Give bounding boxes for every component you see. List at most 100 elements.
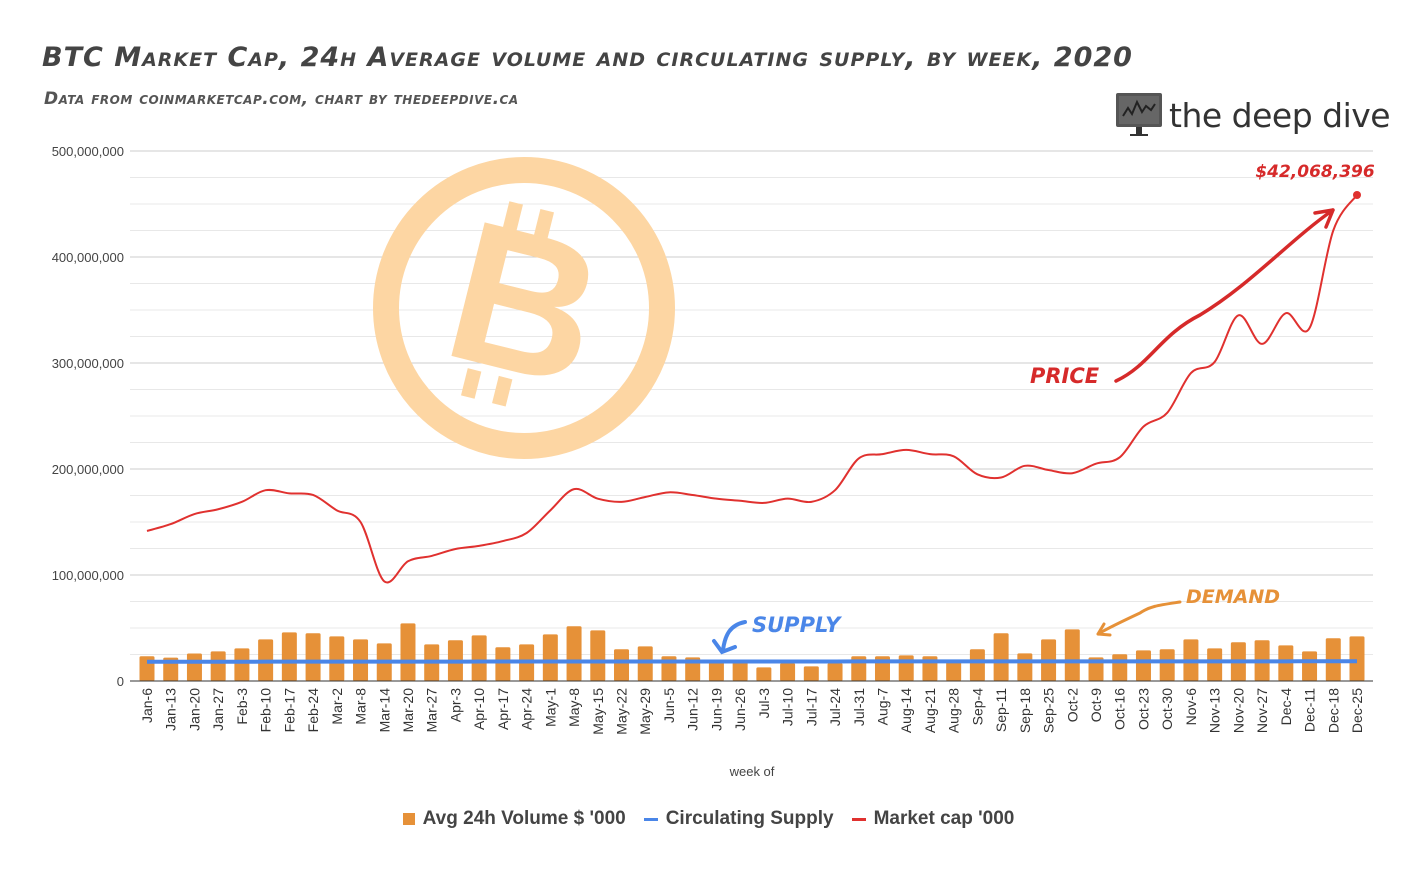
y-axis: 0 100,000,000 200,000,000 300,000,000 400,00…: [52, 144, 124, 689]
legend-item-market-cap[interactable]: Market cap '000: [851, 808, 1015, 830]
legend-label-volume: Avg 24h Volume $ '000: [422, 808, 626, 829]
volume-bar-Nov-13[interactable]: [1207, 648, 1223, 681]
volume-bar-Apr-10[interactable]: [471, 635, 487, 681]
x-tick-label: May-29: [637, 688, 653, 735]
x-tick-label: Jun-19: [708, 688, 724, 731]
brand-logo: the deep dive: [1115, 92, 1391, 138]
market-cap-last-point: [1353, 190, 1361, 199]
volume-bar-Jul-24[interactable]: [827, 663, 843, 681]
x-tick-label: Feb-10: [258, 688, 274, 733]
volume-bar-Jul-3[interactable]: [756, 667, 772, 681]
last-value-annotation: $42,068,396: [1255, 162, 1375, 182]
volume-bar-Jun-26[interactable]: [732, 660, 748, 681]
volume-bar-May-22[interactable]: [614, 649, 630, 681]
y-tick-label: 400,000,000: [52, 250, 124, 265]
x-tick-label: May-1: [542, 688, 558, 727]
volume-bar-Dec-25[interactable]: [1349, 636, 1365, 681]
x-tick-label: Nov-13: [1207, 688, 1223, 733]
x-tick-label: Mar-27: [424, 688, 440, 733]
x-tick-label: Jul-31: [851, 688, 867, 726]
x-tick-label: Aug-21: [922, 688, 938, 733]
x-tick-label: Jan-13: [163, 688, 179, 731]
volume-bar-Mar-2[interactable]: [329, 636, 345, 681]
volume-bar-May-8[interactable]: [566, 626, 582, 681]
x-tick-label: May-8: [566, 688, 582, 727]
x-tick-label: Sep-4: [969, 688, 985, 726]
x-tick-label: Oct-2: [1064, 688, 1080, 722]
volume-bar-Sep-18[interactable]: [1017, 653, 1033, 681]
x-tick-label: Apr-3: [447, 688, 463, 722]
supply-annotation: SUPPLY: [752, 613, 842, 637]
x-axis-title: week of: [729, 764, 775, 779]
volume-bar-May-29[interactable]: [637, 646, 653, 681]
x-tick-label: Mar-2: [329, 688, 345, 725]
y-tick-label: 500,000,000: [52, 144, 124, 159]
volume-bar-Sep-4[interactable]: [969, 649, 985, 681]
legend-item-supply[interactable]: Circulating Supply: [643, 808, 834, 830]
x-tick-label: Oct-9: [1088, 688, 1104, 722]
x-tick-label: Jun-26: [732, 688, 748, 731]
volume-bar-Feb-24[interactable]: [305, 633, 321, 681]
x-tick-label: May-15: [590, 688, 606, 735]
y-tick-label: 0: [117, 674, 124, 689]
x-tick-label: Nov-20: [1230, 688, 1246, 733]
volume-bar-May-15[interactable]: [590, 630, 606, 681]
legend-label-market-cap: Market cap '000: [873, 808, 1015, 829]
volume-bar-Sep-11[interactable]: [993, 633, 1009, 681]
price-annotation: PRICE: [1030, 364, 1100, 388]
volume-bar-Jul-10[interactable]: [780, 663, 796, 681]
volume-bar-Apr-17[interactable]: [495, 647, 511, 681]
x-tick-label: Jul-17: [803, 688, 819, 726]
x-tick-label: Jul-24: [827, 688, 843, 726]
x-tick-label: Apr-24: [519, 688, 535, 730]
volume-bar-May-1[interactable]: [542, 634, 558, 681]
x-tick-label: Nov-27: [1254, 688, 1270, 733]
volume-bar-Jul-17[interactable]: [803, 666, 819, 681]
price-arrow-icon: [1114, 208, 1335, 383]
y-tick-label: 100,000,000: [52, 568, 124, 583]
x-tick-label: Oct-30: [1159, 688, 1175, 730]
x-tick-label: Feb-3: [234, 688, 250, 725]
market-cap-series-line: [146, 194, 1358, 584]
volume-bar-Aug-14[interactable]: [898, 655, 914, 681]
volume-bar-Dec-11[interactable]: [1302, 651, 1318, 681]
volume-bar-Feb-17[interactable]: [281, 632, 297, 681]
x-tick-label: Mar-14: [376, 688, 392, 733]
legend-swatch-market-cap: [851, 817, 866, 821]
x-tick-label: Jan-20: [186, 688, 202, 731]
volume-bar-Aug-28[interactable]: [946, 660, 962, 681]
volume-bar-Oct-23[interactable]: [1135, 650, 1151, 681]
x-axis-labels: Jan-6 Jan-13 Jan-20 Jan-27 Feb-3 Feb-10 Feb-17…: [139, 688, 1365, 735]
bitcoin-watermark-icon: B: [373, 157, 675, 459]
x-tick-label: Jul-10: [780, 688, 796, 726]
x-tick-label: Oct-16: [1112, 688, 1128, 730]
x-tick-label: Oct-23: [1135, 688, 1151, 730]
x-tick-label: Sep-11: [993, 688, 1009, 732]
volume-bar-Jun-19[interactable]: [708, 659, 724, 681]
volume-bar-Oct-16[interactable]: [1112, 654, 1128, 681]
legend-item-volume[interactable]: Avg 24h Volume $ '000: [402, 808, 626, 830]
x-tick-label: Dec-25: [1349, 688, 1365, 733]
x-tick-label: Feb-24: [305, 688, 321, 733]
volume-bar-Oct-2[interactable]: [1064, 629, 1080, 681]
volume-bar-Jan-27[interactable]: [210, 651, 226, 681]
volume-bar-Oct-30[interactable]: [1159, 649, 1175, 681]
legend-swatch-volume: [402, 813, 415, 825]
x-tick-label: Aug-7: [874, 688, 890, 726]
legend-swatch-supply: [643, 817, 658, 821]
legend-label-supply: Circulating Supply: [665, 808, 834, 829]
x-tick-label: Jul-3: [756, 688, 772, 719]
chart-legend: Avg 24h Volume $ '000 Circulating Supply…: [0, 808, 1417, 830]
y-tick-label: 300,000,000: [52, 356, 124, 371]
volume-bar-Jan-20[interactable]: [186, 653, 202, 681]
chart-area: B 0 100,000,000 200,000,000 300,000,000 400,…: [52, 144, 1375, 779]
x-tick-label: Aug-14: [898, 688, 914, 733]
volume-bar-Mar-20[interactable]: [400, 623, 416, 681]
chart-title: BTC Market Cap, 24h Average volume and c…: [42, 42, 1133, 73]
x-tick-label: Dec-18: [1325, 688, 1341, 733]
x-tick-label: May-22: [614, 688, 630, 735]
volume-bar-Feb-3[interactable]: [234, 648, 250, 681]
gridlines: [130, 150, 1373, 655]
x-tick-label: Dec-4: [1278, 688, 1294, 726]
chart-subtitle: Data from coinmarketcap.com, chart by th…: [44, 89, 519, 109]
